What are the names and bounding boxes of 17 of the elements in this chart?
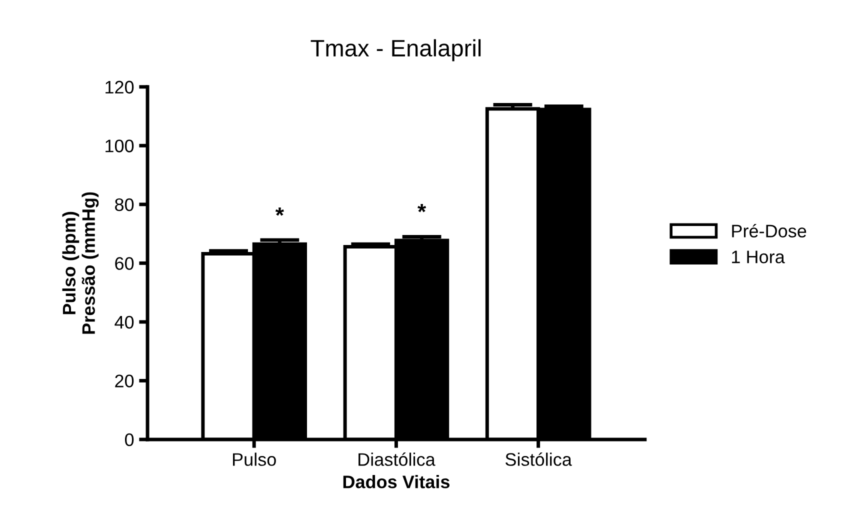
chart-title: Tmax - Enalapril bbox=[310, 39, 481, 62]
y-tick-label: 60 bbox=[115, 257, 134, 270]
y-tick-label: 20 bbox=[115, 374, 134, 388]
y-tick-label: 120 bbox=[106, 80, 134, 94]
x-axis-title: Dados Vitais bbox=[343, 475, 450, 488]
annotation: * bbox=[418, 204, 426, 212]
y-tick-label: 40 bbox=[114, 316, 134, 329]
x-tick-label: Pulso bbox=[233, 452, 276, 466]
y-tick-label: 0 bbox=[124, 433, 134, 446]
x-tick-label: Diastólica bbox=[358, 452, 436, 466]
y-tick-label: 100 bbox=[106, 140, 134, 152]
y-axis-title: Pulso (bpm) Pressão (mmHg) bbox=[62, 192, 99, 334]
annotation: * bbox=[275, 208, 284, 216]
y-tick-label: 80 bbox=[115, 198, 134, 212]
x-tick-label: Sistólica bbox=[506, 452, 572, 466]
legend-label: 1 Hora bbox=[732, 250, 785, 264]
legend-label: Pré-Dose bbox=[732, 224, 806, 238]
